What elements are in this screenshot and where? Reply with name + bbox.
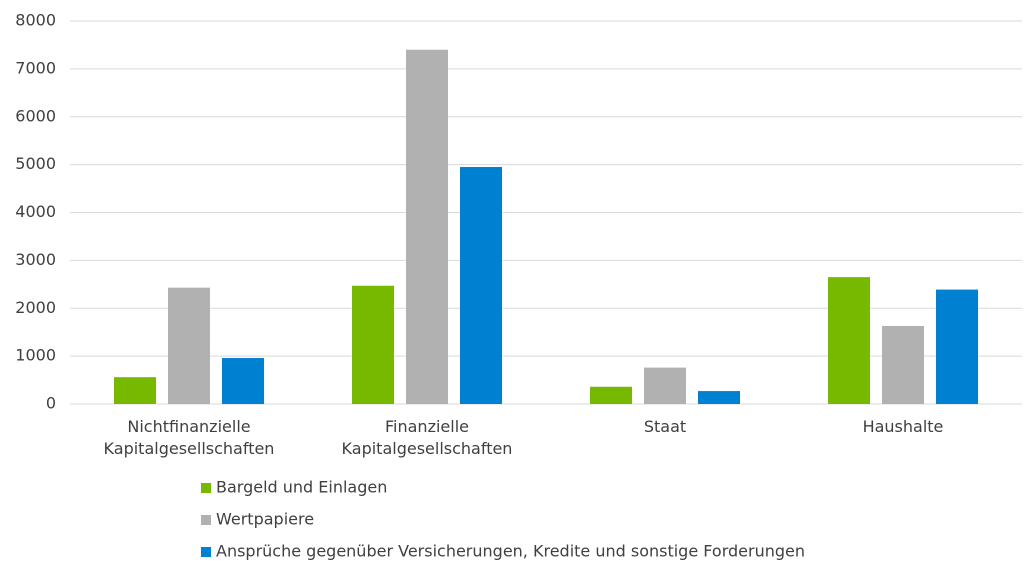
bar [168, 287, 210, 404]
legend-label: Ansprüche gegenüber Versicherungen, Kred… [216, 542, 805, 561]
bar [460, 167, 502, 404]
y-tick-label: 2000 [15, 298, 56, 317]
x-tick-label: Staat [643, 417, 687, 436]
bar [936, 289, 978, 404]
y-tick-label: 4000 [15, 202, 56, 221]
bar [698, 391, 740, 404]
bar [882, 325, 924, 404]
bar [114, 377, 156, 404]
x-tick-label: Nichtfinanzielle Kapitalgesellschaften [103, 417, 275, 458]
bar [406, 49, 448, 404]
legend-swatch [201, 515, 211, 525]
bar [590, 386, 632, 404]
y-tick-label: 3000 [15, 250, 56, 269]
x-tick-label: Finanzielle Kapitalgesellschaften [341, 417, 513, 458]
bar [352, 285, 394, 404]
legend-swatch [201, 547, 211, 557]
legend-swatch [201, 483, 211, 493]
x-tick-label: Haushalte [862, 417, 944, 436]
y-tick-label: 1000 [15, 346, 56, 365]
legend-label: Bargeld und Einlagen [216, 478, 387, 497]
y-tick-label: 7000 [15, 58, 56, 77]
bar [222, 358, 264, 404]
y-tick-label: 5000 [15, 154, 56, 173]
bar [644, 367, 686, 404]
y-tick-label: 8000 [15, 11, 56, 30]
bar [828, 277, 870, 404]
y-tick-label: 6000 [15, 106, 56, 125]
y-tick-label: 0 [46, 394, 56, 413]
legend-label: Wertpapiere [216, 510, 314, 529]
